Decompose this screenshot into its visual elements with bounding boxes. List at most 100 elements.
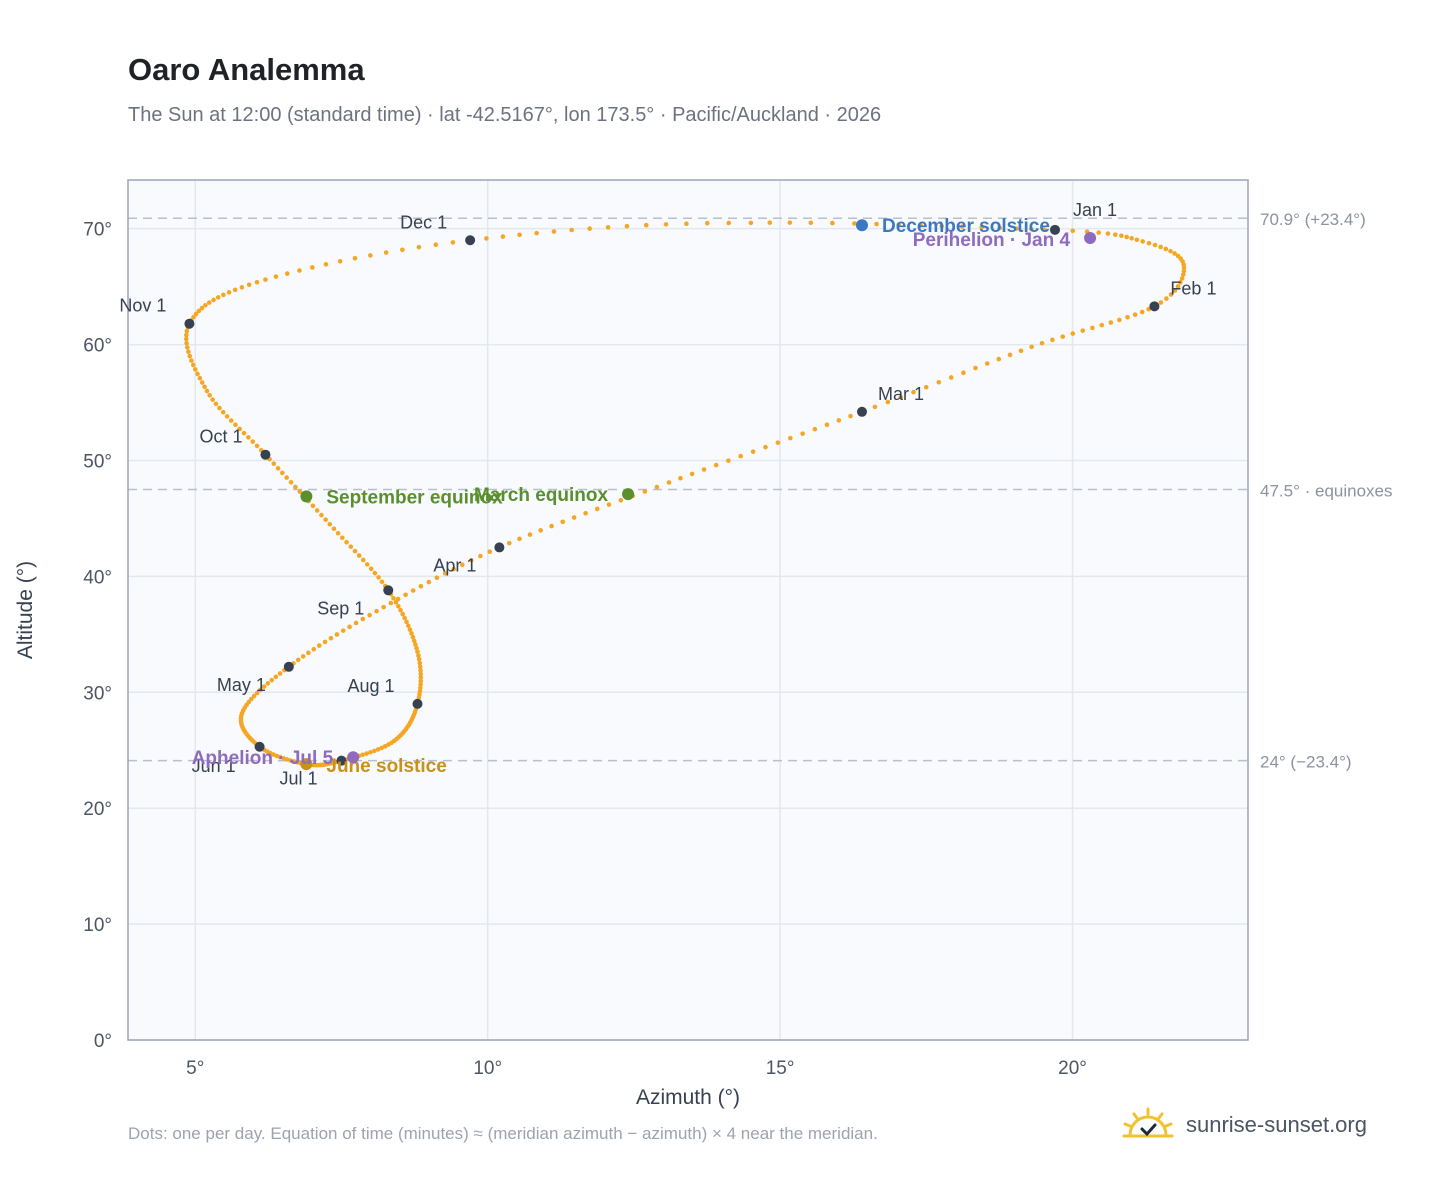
daily-dot	[1108, 320, 1114, 325]
daily-dot	[1178, 280, 1183, 285]
daily-dot	[277, 671, 283, 676]
axis-ticks: 5° 10° 15° 20° 0° 10° 20° 30° 40° 50° 60° 70°	[83, 220, 1087, 1079]
daily-dot	[364, 751, 369, 756]
daily-dot	[418, 671, 424, 677]
daily-dot	[517, 536, 522, 542]
daily-dot	[344, 539, 349, 545]
daily-dot	[284, 271, 290, 276]
daily-dot	[433, 242, 439, 248]
month-marker-dot	[465, 235, 476, 246]
daily-dot	[689, 471, 695, 477]
y-tick-label: 0°	[94, 1031, 112, 1052]
month-marker-dot	[383, 585, 394, 596]
daily-dot	[583, 510, 588, 516]
daily-dot	[254, 443, 260, 449]
daily-dot	[1168, 292, 1174, 297]
daily-dot	[418, 678, 424, 684]
daily-dot	[587, 226, 592, 231]
daily-dot	[190, 362, 196, 368]
daily-dot	[1125, 314, 1130, 320]
daily-dot	[416, 653, 421, 658]
event-marker-label: Perihelion · Jan 4	[913, 230, 1071, 251]
daily-dot	[323, 517, 328, 522]
daily-dot	[233, 422, 238, 428]
daily-dot	[726, 458, 731, 463]
month-marker-label: Dec 1	[400, 212, 447, 232]
daily-dot	[353, 620, 359, 626]
daily-dot	[560, 519, 566, 525]
daily-dot	[375, 747, 381, 752]
daily-dot	[418, 685, 423, 691]
reference-lines: 70.9° (+23.4°) 47.5° · equinoxes 24° (−23.…	[128, 210, 1393, 772]
daily-dot	[1029, 226, 1034, 232]
daily-dot	[948, 375, 954, 380]
daily-dot	[261, 684, 267, 689]
daily-dot	[367, 612, 372, 618]
daily-dot	[852, 221, 857, 226]
daily-dot	[206, 300, 212, 305]
daily-dot	[210, 397, 215, 402]
daily-dot	[1090, 325, 1095, 331]
daily-dot	[812, 426, 818, 432]
y-tick-label: 20°	[83, 799, 112, 820]
brand-name: sunrise-sunset.org	[1186, 1112, 1367, 1137]
daily-dot	[1014, 226, 1019, 231]
event-marker-label: Aphelion · Jul 5	[192, 748, 334, 769]
daily-dot	[396, 603, 401, 609]
month-marker-label: Sep 1	[317, 598, 364, 618]
daily-dot	[418, 675, 424, 680]
month-marker-dot	[184, 318, 195, 329]
daily-dot	[1124, 234, 1129, 240]
daily-dot	[197, 375, 203, 381]
daily-dot	[885, 399, 891, 405]
daily-dot	[246, 282, 252, 288]
daily-dot	[738, 453, 743, 459]
month-marker-dot	[1049, 224, 1060, 235]
daily-dot	[450, 240, 456, 245]
daily-dot	[1152, 242, 1158, 248]
x-axis-title: Azimuth (°)	[636, 1086, 740, 1109]
brand[interactable]: sunrise-sunset.org	[1120, 1100, 1367, 1150]
event-marker-label: June solstice	[326, 756, 446, 777]
daily-dot	[319, 512, 324, 518]
daily-dot	[215, 295, 221, 300]
daily-dot	[1099, 322, 1105, 328]
footnote: Dots: one per day. Equation of time (min…	[128, 1124, 878, 1143]
daily-dot	[973, 365, 978, 371]
daily-dot	[939, 223, 945, 229]
y-tick-label: 60°	[83, 336, 112, 357]
daily-dot	[618, 497, 624, 503]
daily-dot	[1129, 235, 1134, 241]
daily-dot	[251, 693, 257, 699]
daily-dot	[684, 221, 689, 227]
daily-dot	[395, 596, 401, 602]
daily-dot	[199, 380, 205, 385]
daily-dot	[273, 674, 279, 680]
daily-dot	[277, 754, 283, 760]
daily-dot	[356, 553, 362, 558]
daily-dot	[624, 223, 630, 229]
daily-dot	[193, 311, 199, 317]
month-marker-label: Oct 1	[199, 427, 242, 447]
daily-dot	[379, 745, 385, 751]
daily-dot	[787, 220, 793, 225]
daily-dot	[830, 220, 835, 226]
y-tick-label: 70°	[83, 220, 112, 241]
daily-dot	[191, 314, 196, 320]
daily-dot	[1070, 331, 1076, 336]
daily-dot	[202, 384, 207, 390]
daily-dot	[388, 600, 394, 606]
event-marker-label: December solstice	[882, 216, 1050, 237]
daily-dot	[979, 225, 984, 230]
daily-dot	[1146, 240, 1152, 246]
daily-dot	[316, 643, 322, 648]
daily-dot	[654, 484, 660, 490]
daily-dot	[410, 588, 416, 593]
daily-dot	[337, 259, 343, 264]
event-marker-dot	[622, 488, 635, 501]
x-tick-label: 20°	[1058, 1058, 1087, 1079]
daily-dot	[391, 595, 396, 601]
daily-dot	[204, 388, 210, 394]
daily-dot	[1070, 228, 1076, 234]
